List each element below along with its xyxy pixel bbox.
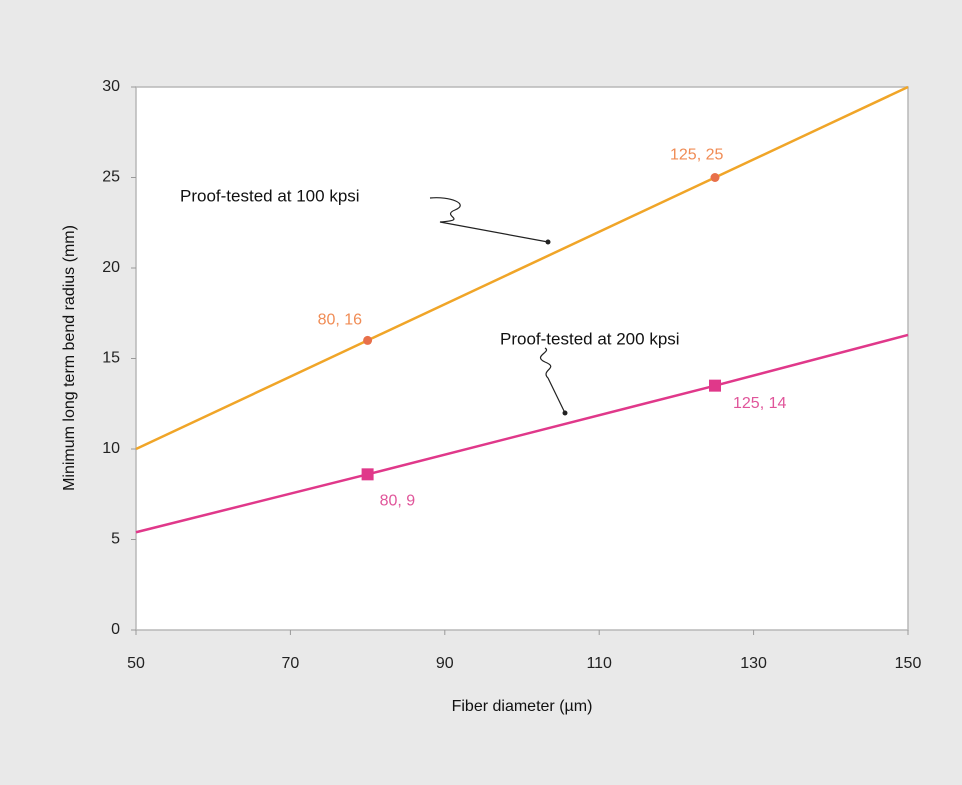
x-tick-label: 150 xyxy=(895,655,922,672)
point xyxy=(709,379,721,392)
y-tick-label: 10 xyxy=(102,440,120,457)
x-tick-label: 50 xyxy=(127,655,145,672)
annotation: Proof-tested at 100 kpsi xyxy=(180,186,360,205)
x-tick-label: 90 xyxy=(436,655,454,672)
x-axis-title: Fiber diameter (µm) xyxy=(452,698,593,715)
series-line xyxy=(135,85,909,451)
point xyxy=(363,335,373,345)
y-tick-label: 5 xyxy=(111,531,120,548)
data-label: 125, 14 xyxy=(733,395,786,412)
data-label: 80, 16 xyxy=(318,312,363,329)
y-axis-title: Minimum long term bend radius (mm) xyxy=(61,225,78,491)
point xyxy=(710,173,720,182)
annotation-arrow xyxy=(429,197,549,243)
x-tick-label: 130 xyxy=(740,655,767,672)
series-line xyxy=(135,333,909,534)
x-tick-label: 70 xyxy=(282,655,300,672)
y-tick-label: 25 xyxy=(102,169,120,186)
y-tick-label: 0 xyxy=(111,621,120,638)
y-tick-label: 30 xyxy=(102,78,120,95)
data-label: 80, 9 xyxy=(380,493,416,510)
x-tick-label: 110 xyxy=(586,655,612,672)
point xyxy=(361,468,374,481)
annotation: Proof-tested at 200 kpsi xyxy=(500,329,680,348)
data-label: 125, 25 xyxy=(670,147,723,164)
y-tick-label: 20 xyxy=(102,259,120,276)
annotation-arrow xyxy=(539,347,566,414)
plot-area xyxy=(135,86,909,631)
arrow-head xyxy=(545,239,551,245)
arrow-head xyxy=(562,410,568,416)
y-tick-label: 15 xyxy=(102,350,120,367)
